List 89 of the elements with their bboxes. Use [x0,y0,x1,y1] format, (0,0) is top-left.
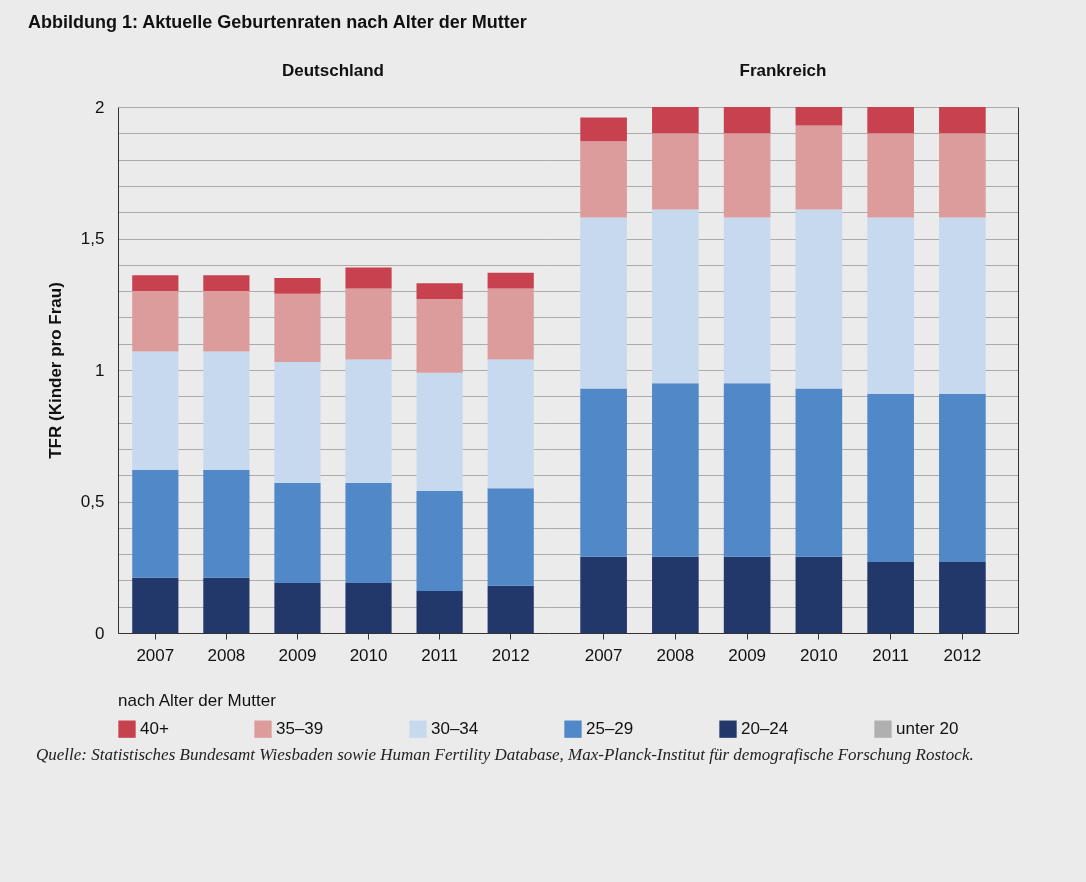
bar [132,577,179,633]
bar [203,577,250,633]
bar [795,388,843,557]
y-tick-label: 0,5 [80,492,105,511]
bar [652,556,699,633]
bar [416,283,463,299]
x-tick-label: 2010 [349,645,388,665]
bar [723,556,771,633]
bar [939,393,986,562]
bar [939,133,986,218]
bar [274,362,321,484]
bar [203,291,250,352]
x-tick-label: 2007 [136,645,175,665]
x-tick-label: 2012 [491,645,530,665]
bar [274,583,321,633]
bar [939,217,986,394]
bar [416,298,463,373]
bar [795,125,843,210]
bar [795,107,843,126]
bar [203,351,250,470]
bar [652,133,699,210]
bar [487,585,534,633]
bar [416,490,463,591]
x-tick-label: 2009 [278,645,317,665]
bar [939,561,986,633]
legend-label: 20–24 [741,719,789,739]
bar [652,383,699,557]
bar [132,469,179,578]
x-tick-label: 2011 [872,645,909,665]
bar [867,393,914,562]
bar [795,209,843,389]
bar [723,383,771,557]
bar [132,351,179,470]
bar [867,133,914,218]
y-tick-label: 1 [95,360,105,380]
legend-label: 40+ [140,719,169,739]
x-tick-label: 2009 [728,645,767,665]
bar [345,267,392,289]
bar [580,388,627,557]
y-axis-title: TFR (Kinder pro Frau) [45,282,65,459]
bar [203,275,250,292]
bar [652,209,699,384]
x-tick-label: 2008 [656,645,695,665]
bar [274,293,321,363]
legend-label: unter 20 [896,719,959,739]
bar [132,275,179,292]
bar [580,217,627,389]
bar [345,359,392,484]
bar [723,217,771,384]
bar [487,488,534,586]
x-tick-label: 2007 [584,645,623,665]
bar [487,359,534,489]
bar [723,107,771,134]
source-note: Quelle: Statistisches Bundesamt Wiesbaden sowie Human Fertility Database, Max-Planck-Institut für demografische Forschung Rostock. [36,744,975,766]
chart-title: Abbildung 1: Aktuelle Geburtenraten nach Alter der Mutter [28,12,527,32]
bar [345,288,392,360]
bar [580,556,627,633]
x-tick-label: 2012 [943,645,982,665]
legend-label: 25–29 [586,719,634,739]
bar [274,277,321,294]
bar [132,291,179,352]
bar [867,217,914,394]
bar [867,107,914,134]
bar [723,133,771,218]
bar [274,483,321,584]
bar [203,469,250,578]
bar [939,107,986,134]
bar [416,590,463,633]
bar [487,272,534,289]
legend-label: 30–34 [431,719,479,739]
bar [345,483,392,584]
bar [345,583,392,633]
x-tick-label: 2011 [421,645,458,665]
chart-subtitle: Deutschland [281,61,385,80]
bar [867,561,914,633]
y-tick-label: 0 [95,623,105,643]
bar [652,107,699,134]
y-tick-label: 2 [95,97,105,117]
bar [580,141,627,218]
bar [416,372,463,491]
x-tick-label: 2010 [799,645,838,665]
x-tick-label: 2008 [207,645,246,665]
bar [487,288,534,360]
bar [795,556,843,633]
legend-title: nach Alter der Mutter [118,691,277,710]
legend-label: 35–39 [276,719,324,739]
y-tick-label: 1,5 [80,229,105,248]
bar [580,117,627,142]
chart-subtitle: Frankreich [739,61,827,80]
